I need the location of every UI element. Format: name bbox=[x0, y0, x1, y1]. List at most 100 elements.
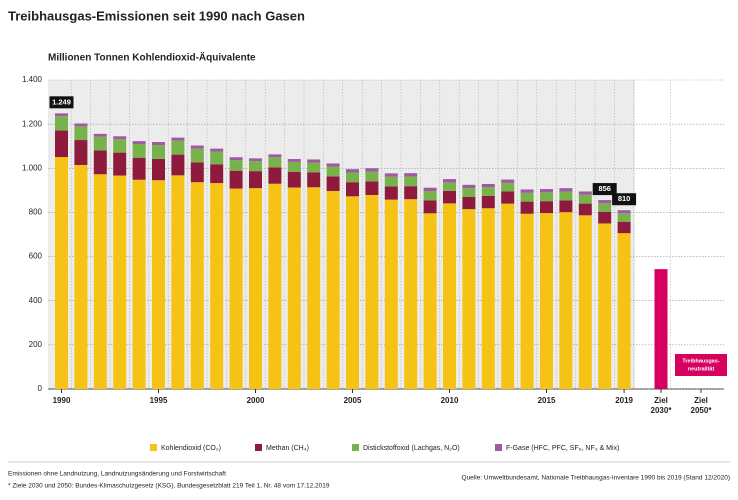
bar-segment bbox=[190, 162, 204, 183]
bar-segment bbox=[365, 194, 379, 389]
bar-segment bbox=[74, 164, 88, 389]
legend-swatch bbox=[352, 444, 359, 451]
bar-segment bbox=[229, 188, 243, 389]
bar-segment bbox=[190, 145, 204, 149]
bar-segment bbox=[384, 173, 398, 177]
bar-segment bbox=[268, 183, 282, 389]
bar-segment bbox=[307, 159, 321, 163]
bar-segment bbox=[132, 179, 146, 389]
bar-segment bbox=[617, 221, 631, 234]
bar-segment bbox=[481, 195, 495, 209]
total-label: 856 bbox=[598, 184, 611, 193]
target-neutral-box bbox=[675, 354, 727, 376]
bar-segment bbox=[481, 187, 495, 196]
bar-segment bbox=[598, 211, 612, 224]
y-tick-label: 800 bbox=[29, 208, 43, 217]
bar-segment bbox=[113, 139, 127, 153]
bar-segment bbox=[287, 161, 301, 172]
bar-segment bbox=[249, 171, 262, 189]
x-tick-label: 1990 bbox=[53, 396, 71, 405]
bar-segment bbox=[210, 151, 224, 165]
bar-segment bbox=[598, 200, 612, 204]
bar-segment bbox=[55, 113, 68, 117]
bar-segment bbox=[617, 210, 631, 214]
bar-segment bbox=[559, 188, 573, 192]
bar-segment bbox=[287, 159, 301, 162]
x-tick-label: 1995 bbox=[150, 396, 168, 405]
bar-segment bbox=[443, 190, 456, 204]
bar-segment bbox=[598, 203, 612, 212]
bar-segment bbox=[326, 163, 340, 167]
bar-segment bbox=[501, 182, 515, 192]
bar-segment bbox=[229, 157, 243, 161]
bar-segment bbox=[423, 191, 437, 201]
bar-segment bbox=[617, 213, 631, 222]
source: Quelle: Umweltbundesamt, Nationale Treib… bbox=[462, 475, 730, 482]
bar-segment bbox=[404, 186, 418, 200]
bar-segment bbox=[93, 150, 107, 175]
bar-segment bbox=[326, 191, 340, 389]
x-tick-part: Ziel bbox=[654, 396, 668, 405]
bar-segment bbox=[423, 213, 437, 389]
bar-segment bbox=[210, 148, 224, 152]
x-tick-part: 1995 bbox=[150, 396, 168, 405]
bar-segment bbox=[540, 213, 553, 389]
total-label: 1.249 bbox=[52, 97, 71, 106]
bar-segment bbox=[249, 188, 262, 389]
legend-swatch bbox=[150, 444, 157, 451]
bar-segment bbox=[171, 175, 185, 389]
bar-segment bbox=[540, 192, 553, 202]
legend-label: F-Gase (HFC, PFC, SF₆, NF₃ & Mix) bbox=[506, 445, 619, 452]
total-label-box bbox=[49, 96, 74, 109]
bar-segment bbox=[598, 223, 612, 389]
bar-segment bbox=[617, 233, 631, 389]
x-tick-part: 2010 bbox=[441, 396, 459, 405]
bar-segment bbox=[132, 144, 146, 158]
bar-segment bbox=[268, 157, 282, 168]
bar-segment bbox=[404, 199, 418, 389]
bar-segment bbox=[171, 154, 185, 176]
bar-segment bbox=[113, 175, 127, 389]
bar-segment bbox=[384, 186, 398, 200]
bar-segment bbox=[307, 162, 321, 173]
bar-segment bbox=[540, 189, 553, 193]
x-tick-label: 2010 bbox=[441, 396, 459, 405]
bar-segment bbox=[462, 209, 476, 389]
x-tick-label: 2005 bbox=[344, 396, 362, 405]
plot-background bbox=[48, 80, 635, 389]
bar-segment bbox=[287, 171, 301, 188]
target-neutral-label: Treibhausgas- bbox=[682, 358, 719, 364]
legend-swatch bbox=[255, 444, 262, 451]
bar-segment bbox=[93, 133, 107, 137]
x-tick-part: 1990 bbox=[53, 396, 71, 405]
bar-segment bbox=[404, 173, 418, 177]
note: Emissionen ohne Landnutzung, Landnutzung… bbox=[8, 471, 226, 478]
bar-segment bbox=[578, 215, 592, 389]
bar-segment bbox=[365, 171, 379, 182]
bar-segment bbox=[74, 123, 88, 127]
legend-swatch bbox=[495, 444, 502, 451]
bar-segment bbox=[55, 116, 68, 131]
bar-segment bbox=[559, 200, 573, 213]
bar-segment bbox=[326, 176, 340, 192]
bar-segment bbox=[93, 136, 107, 151]
bar-segment bbox=[559, 191, 573, 201]
bar-segment bbox=[268, 167, 282, 184]
y-tick-label: 0 bbox=[38, 384, 43, 393]
bar-segment bbox=[190, 148, 204, 163]
bar-segment bbox=[152, 142, 165, 146]
bar-segment bbox=[365, 181, 379, 195]
x-tick-label: Ziel 2030* bbox=[651, 396, 673, 415]
chart-title: Treibhausgas-Emissionen seit 1990 nach G… bbox=[8, 8, 305, 23]
bar-segment bbox=[481, 208, 495, 389]
bar-segment bbox=[152, 180, 165, 389]
bar-segment bbox=[74, 126, 88, 141]
x-tick-label: Ziel 2050* bbox=[691, 396, 713, 415]
bar-segment bbox=[384, 199, 398, 389]
bar-segment bbox=[113, 136, 127, 140]
note: * Ziele 2030 und 2050: Bundes-Klimaschut… bbox=[8, 483, 330, 490]
bar-segment bbox=[210, 183, 224, 389]
bar-segment bbox=[578, 194, 592, 204]
legend-label: Methan (CH₄) bbox=[266, 445, 309, 452]
